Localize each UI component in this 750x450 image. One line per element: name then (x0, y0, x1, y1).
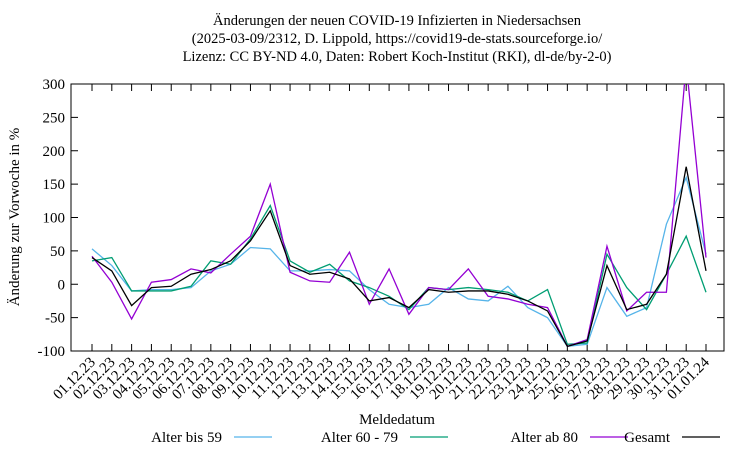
y-tick-label: -100 (38, 344, 66, 360)
series-line (91, 84, 707, 348)
chart-title: Änderungen der neuen COVID-19 Infizierte… (213, 12, 582, 29)
y-axis-label: Änderung zur Vorwoche in % (6, 128, 23, 307)
plot-frame (70, 83, 725, 352)
series-line (91, 166, 707, 348)
y-tick-label: -50 (45, 311, 65, 327)
series-line (91, 175, 707, 348)
legend-label: Gesamt (624, 430, 671, 446)
y-tick-label: 100 (43, 211, 66, 227)
y-tick-label: 200 (43, 144, 66, 160)
y-tick-label: 50 (50, 244, 65, 260)
y-tick-label: 0 (58, 277, 66, 293)
series-line (91, 203, 707, 346)
plot-lines (91, 84, 707, 348)
y-tick-label: 300 (43, 77, 66, 93)
y-tick-label: 150 (43, 177, 66, 193)
x-axis-label: Meldedatum (359, 412, 435, 428)
chart-subtitle: Lizenz: CC BY-ND 4.0, Daten: Robert Koch… (183, 49, 612, 65)
legend-label: Alter ab 80 (511, 430, 578, 446)
legend-label: Alter bis 59 (151, 430, 222, 446)
chart-subtitle: (2025-03-09/2312, D. Lippold, https://co… (192, 31, 603, 47)
legend-label: Alter 60 - 79 (321, 430, 398, 446)
y-tick-label: 250 (43, 110, 66, 126)
